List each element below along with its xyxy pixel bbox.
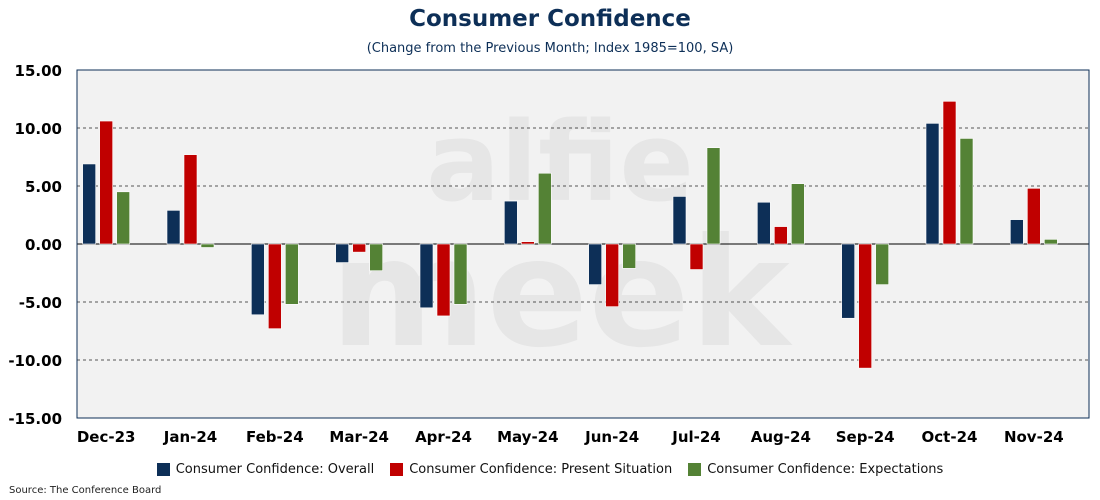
chart-subtitle: (Change from the Previous Month; Index 1…: [366, 41, 734, 56]
bar: [622, 243, 636, 269]
x-tick-label: Jul-24: [671, 428, 721, 446]
x-tick-label: Apr-24: [415, 428, 472, 446]
bar: [1044, 239, 1058, 245]
x-tick-label: Aug-24: [751, 428, 811, 446]
y-tick-label: 10.00: [15, 120, 62, 138]
bar: [588, 243, 602, 285]
bar: [268, 243, 282, 329]
y-tick-label: -5.00: [19, 294, 62, 312]
bar: [791, 183, 805, 245]
bar: [538, 172, 552, 245]
x-tick-label: Jun-24: [584, 428, 639, 446]
bar: [116, 191, 130, 245]
x-tick-label: Sep-24: [836, 428, 895, 446]
bar: [774, 226, 788, 245]
bar: [369, 243, 383, 271]
x-tick-label: Nov-24: [1004, 428, 1064, 446]
bar: [251, 243, 265, 316]
watermark-line-2: meek: [330, 207, 793, 381]
legend-label-overall: Consumer Confidence: Overall: [175, 462, 375, 477]
bar: [99, 120, 113, 245]
x-tick-label: Oct-24: [922, 428, 978, 446]
x-tick-label: Dec-23: [77, 428, 136, 446]
bar: [875, 243, 889, 285]
bar: [285, 243, 299, 305]
plot-border: [76, 69, 1090, 419]
bar: [504, 200, 518, 245]
bar: [605, 243, 619, 307]
bar: [757, 201, 771, 245]
bar: [352, 243, 366, 253]
bar: [942, 101, 957, 245]
bar: [166, 210, 181, 245]
bar: [1010, 219, 1024, 245]
bar: [689, 243, 704, 270]
watermark-line-1: alfie: [426, 98, 694, 226]
bar: [419, 243, 434, 309]
bar: [521, 241, 535, 245]
y-tick-label: 5.00: [25, 178, 62, 196]
legend-item-overall: Consumer Confidence: Overall: [156, 462, 375, 477]
legend-swatch-overall: [156, 463, 170, 476]
bar: [925, 123, 940, 245]
legend-item-present-situation: Consumer Confidence: Present Situation: [390, 462, 672, 477]
legend-item-expectations: Consumer Confidence: Expectations: [688, 462, 943, 477]
bar: [82, 163, 96, 245]
y-tick-label: -10.00: [8, 352, 62, 370]
bar: [959, 138, 974, 245]
bar: [841, 243, 855, 319]
x-tick-label: Mar-24: [329, 428, 389, 446]
bar: [335, 243, 349, 263]
bar: [858, 243, 872, 369]
bar: [706, 147, 721, 245]
x-tick-label: Jan-24: [163, 428, 217, 446]
bar: [436, 243, 451, 317]
bar: [183, 154, 198, 245]
legend-label-expectations: Consumer Confidence: Expectations: [707, 462, 944, 477]
bar: [672, 196, 687, 245]
legend-swatch-present-situation: [390, 463, 404, 476]
y-tick-label: 15.00: [15, 62, 62, 80]
chart-title: Consumer Confidence: [409, 6, 691, 32]
x-tick-label: May-24: [497, 428, 558, 446]
bar: [453, 243, 468, 305]
bar: [200, 243, 215, 248]
y-tick-label: 0.00: [25, 236, 62, 254]
x-tick-label: Feb-24: [246, 428, 304, 446]
y-tick-label: -15.00: [8, 410, 62, 428]
source-note: Source: The Conference Board: [9, 485, 162, 496]
legend-swatch-expectations: [688, 463, 702, 476]
legend: Consumer Confidence: Overall Consumer Co…: [0, 462, 1100, 477]
bar: [1027, 188, 1041, 245]
legend-label-present-situation: Consumer Confidence: Present Situation: [409, 462, 673, 477]
